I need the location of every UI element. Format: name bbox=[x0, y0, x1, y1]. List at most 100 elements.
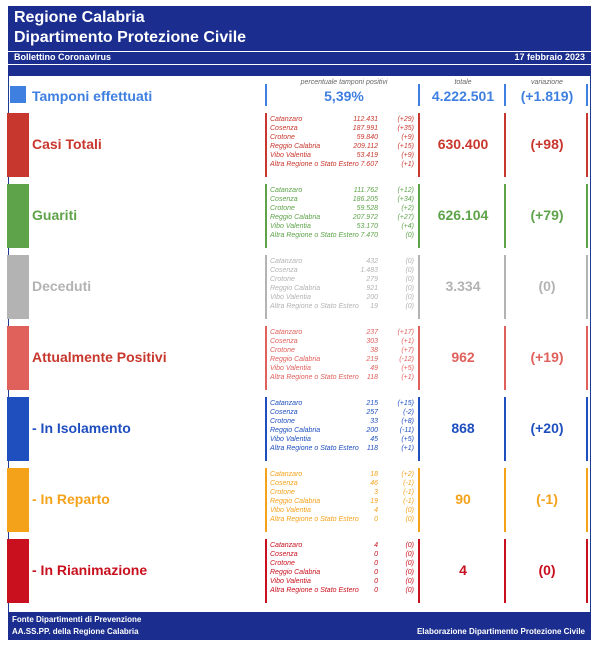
province-row: Cosenza 1.483 (0) bbox=[270, 266, 418, 275]
section-variation: (+19) bbox=[530, 349, 564, 365]
province-delta: (0) bbox=[405, 578, 414, 585]
province-name: Cosenza bbox=[270, 480, 298, 487]
province-delta: (-1) bbox=[403, 489, 414, 496]
province-value: 59.528 bbox=[356, 205, 378, 212]
footer-credit: Elaborazione Dipartimento Protezione Civ… bbox=[416, 627, 585, 636]
province-row: Reggio Calabria 0 (0) bbox=[270, 568, 418, 577]
province-row: Reggio Calabria 207.972 (+27) bbox=[270, 213, 418, 222]
section-separator bbox=[265, 255, 267, 319]
section-separator bbox=[418, 184, 420, 248]
province-value: 186.205 bbox=[352, 196, 378, 203]
province-value: 33 bbox=[370, 418, 378, 425]
province-row: Catanzaro 4 (0) bbox=[270, 541, 418, 550]
province-value: 118 bbox=[366, 445, 378, 452]
province-name: Cosenza bbox=[270, 409, 298, 416]
section-row: Deceduti Catanzaro 432 (0) Cosenza 1.483 (0) Cr… bbox=[0, 255, 600, 321]
province-value: 209.112 bbox=[353, 143, 378, 150]
section-separator bbox=[504, 397, 506, 461]
province-row: Altra Regione o Stato Estero 0 (0) bbox=[270, 515, 418, 524]
province-value: 0 bbox=[374, 551, 378, 558]
section-color-bar bbox=[7, 113, 29, 177]
province-name: Catanzaro bbox=[270, 471, 303, 478]
province-value: 19 bbox=[370, 303, 378, 310]
section-separator bbox=[504, 326, 506, 390]
province-value: 303 bbox=[366, 338, 378, 345]
province-name: Altra Regione o Stato Estero bbox=[270, 161, 359, 168]
province-row: Cosenza 187.991 (+35) bbox=[270, 124, 418, 133]
province-value: 45 bbox=[370, 436, 378, 443]
section-variation: (0) bbox=[538, 278, 556, 294]
province-delta: (0) bbox=[405, 551, 414, 558]
province-delta: (+27) bbox=[397, 214, 414, 221]
tamponi-separator bbox=[265, 84, 267, 106]
province-name: Cosenza bbox=[270, 125, 298, 132]
column-header-total: totale bbox=[454, 79, 472, 86]
province-value: 118 bbox=[366, 374, 378, 381]
section-label: - In Reparto bbox=[32, 491, 110, 507]
province-value: 53.419 bbox=[356, 152, 378, 159]
province-value: 257 bbox=[366, 409, 378, 416]
province-delta: (+35) bbox=[397, 125, 414, 132]
section-separator bbox=[418, 113, 420, 177]
province-row: Catanzaro 432 (0) bbox=[270, 257, 418, 266]
province-row: Vibo Valentia 45 (+5) bbox=[270, 435, 418, 444]
section-label: - In Isolamento bbox=[32, 420, 131, 436]
province-value: 237 bbox=[366, 329, 378, 336]
province-name: Catanzaro bbox=[270, 116, 303, 123]
section-label: - In Rianimazione bbox=[32, 562, 148, 578]
section-separator bbox=[504, 468, 506, 532]
section-label: Attualmente Positivi bbox=[32, 349, 167, 365]
section-total: 626.104 bbox=[437, 207, 489, 223]
province-name: Crotone bbox=[270, 347, 295, 354]
section-separator bbox=[418, 326, 420, 390]
province-delta: (0) bbox=[405, 569, 414, 576]
province-delta: (-12) bbox=[399, 356, 414, 363]
province-breakdown: Catanzaro 432 (0) Cosenza 1.483 (0) Crotone 279… bbox=[270, 257, 418, 311]
tamponi-separator bbox=[418, 84, 420, 106]
province-row: Crotone 3 (-1) bbox=[270, 488, 418, 497]
province-delta: (+12) bbox=[397, 187, 414, 194]
province-name: Catanzaro bbox=[270, 542, 303, 549]
province-value: 0 bbox=[374, 569, 378, 576]
province-value: 112.431 bbox=[353, 116, 378, 123]
province-name: Reggio Calabria bbox=[270, 285, 321, 292]
section-separator bbox=[418, 397, 420, 461]
province-row: Cosenza 46 (-1) bbox=[270, 479, 418, 488]
section-separator bbox=[504, 184, 506, 248]
province-row: Reggio Calabria 219 (-12) bbox=[270, 355, 418, 364]
section-separator bbox=[586, 113, 588, 177]
province-name: Vibo Valentia bbox=[270, 152, 311, 159]
province-value: 0 bbox=[374, 516, 378, 523]
province-row: Vibo Valentia 53.170 (+4) bbox=[270, 222, 418, 231]
section-row: Attualmente Positivi Catanzaro 237 (+17) Cos… bbox=[0, 326, 600, 392]
province-delta: (+17) bbox=[397, 329, 414, 336]
province-name: Crotone bbox=[270, 205, 295, 212]
section-separator bbox=[504, 255, 506, 319]
section-row: - In Isolamento Catanzaro 215 (+15) Cosenza 2… bbox=[0, 397, 600, 463]
province-value: 207.972 bbox=[352, 214, 378, 221]
section-separator bbox=[586, 326, 588, 390]
province-value: 0 bbox=[374, 587, 378, 594]
tamponi-variation: (+1.819) bbox=[520, 88, 574, 104]
province-delta: (0) bbox=[405, 542, 414, 549]
section-separator bbox=[265, 184, 267, 248]
province-name: Vibo Valentia bbox=[270, 507, 311, 514]
province-name: Reggio Calabria bbox=[270, 427, 321, 434]
province-delta: (+29) bbox=[397, 116, 414, 123]
tamponi-percent: 5,39% bbox=[324, 88, 364, 104]
province-breakdown: Catanzaro 111.762 (+12) Cosenza 186.205 (+34)… bbox=[270, 186, 418, 240]
province-delta: (0) bbox=[405, 285, 414, 292]
province-value: 432 bbox=[366, 258, 378, 265]
header-date: 17 febbraio 2023 bbox=[514, 52, 585, 62]
province-value: 7.607 bbox=[360, 161, 378, 168]
section-variation: (+98) bbox=[530, 136, 564, 152]
section-separator bbox=[504, 539, 506, 603]
province-row: Altra Regione o Stato Estero 7.607 (+1) bbox=[270, 160, 418, 169]
province-delta: (+1) bbox=[401, 445, 414, 452]
footer-banner: Fonte Dipartimenti di Prevenzione AA.SS.… bbox=[8, 612, 591, 640]
province-row: Altra Regione o Stato Estero 0 (0) bbox=[270, 586, 418, 595]
province-value: 7.470 bbox=[360, 232, 378, 239]
section-separator bbox=[504, 113, 506, 177]
column-header-variation: variazione bbox=[531, 79, 563, 86]
province-row: Altra Regione o Stato Estero 118 (+1) bbox=[270, 444, 418, 453]
